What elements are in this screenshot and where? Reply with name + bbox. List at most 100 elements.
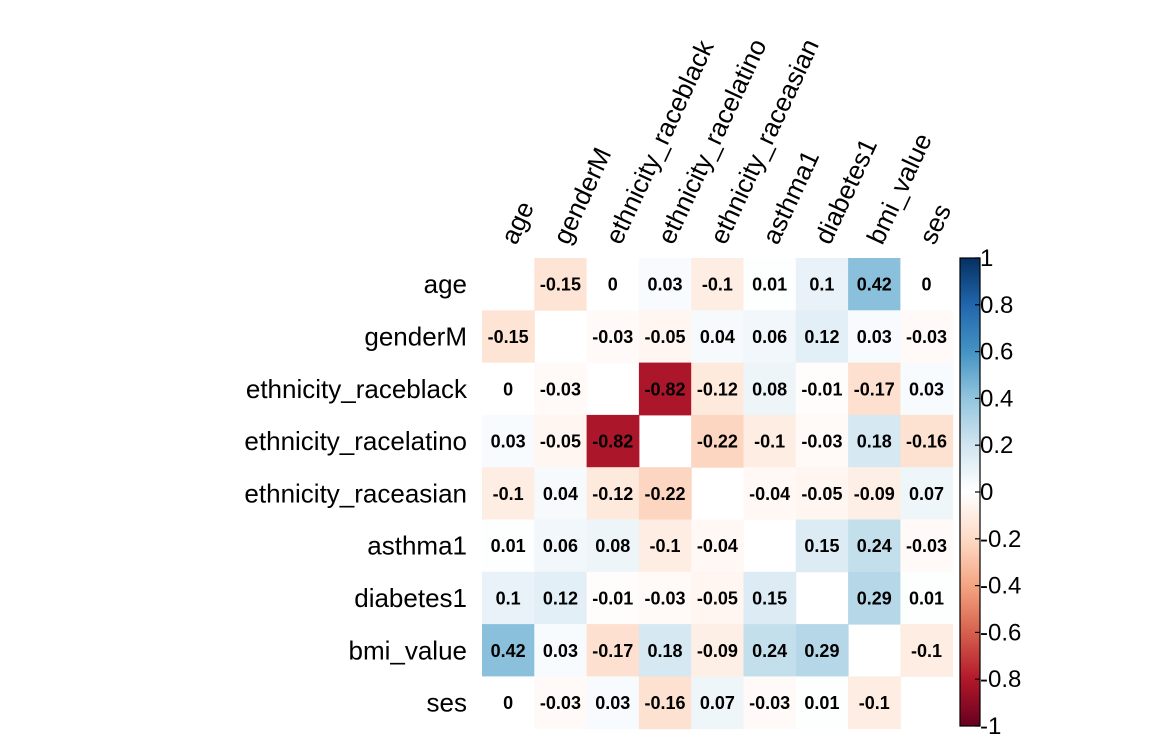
heatmap-cell [482, 571, 535, 625]
cell-value-label: 0.12 [804, 327, 839, 347]
heatmap-cell [482, 362, 535, 416]
cell-value-label: -0.05 [645, 327, 686, 347]
cell-value-label: 0.03 [909, 379, 944, 399]
heatmap-cell [900, 624, 954, 677]
cell-value-label: 0.01 [804, 693, 839, 713]
heatmap-cell [691, 310, 744, 364]
cell-value-label: -0.03 [906, 536, 947, 556]
heatmap-cell [691, 414, 744, 468]
heatmap-cell [691, 519, 744, 573]
color-legend-tick-label: -0.2 [980, 526, 1021, 553]
color-legend-tick-label: 0.6 [980, 339, 1013, 366]
cell-value-label: 0 [503, 379, 513, 399]
cell-value-label: 0.01 [909, 588, 944, 608]
cell-value-label: -0.09 [854, 484, 895, 504]
heatmap-cell [743, 624, 797, 677]
heatmap-cell [586, 519, 640, 573]
heatmap-cell [691, 676, 744, 730]
heatmap-cell [743, 258, 797, 311]
heatmap-cell [638, 310, 692, 364]
cell-value-label: -0.03 [540, 379, 581, 399]
cell-value-label: 0.08 [752, 379, 787, 399]
cell-value-label: -0.1 [911, 641, 942, 661]
heatmap-cell [534, 414, 588, 468]
cell-value-label: -0.1 [650, 536, 681, 556]
cell-value-label: 0.1 [809, 275, 834, 295]
cell-value-label: 0.07 [909, 484, 944, 504]
cell-value-label: -0.17 [854, 379, 895, 399]
heatmap-cell [795, 258, 849, 311]
heatmap-cell [900, 414, 954, 468]
cell-value-label: -0.03 [906, 327, 947, 347]
heatmap-cell [848, 676, 901, 730]
cell-value-label: 0 [503, 693, 513, 713]
cell-value-label: -0.16 [645, 693, 686, 713]
cell-value-label: 0.12 [543, 588, 578, 608]
color-legend: 1 0.8 0.6 0.4 0.2 0 -0.2 -0.4 -0.6 -0.8 -1 [959, 245, 1021, 740]
cell-value-label: -0.22 [697, 432, 738, 452]
cell-value-label: 0 [608, 275, 618, 295]
color-legend-tick-label: 0.8 [980, 292, 1013, 319]
heatmap-cell [586, 624, 640, 677]
color-legend-tick-label: 0 [980, 479, 993, 506]
cell-value-label: -0.82 [645, 379, 686, 399]
cell-value-label: 0.03 [491, 432, 526, 452]
cell-value-label: 0.04 [543, 484, 578, 504]
heatmap-cell [691, 571, 744, 625]
cell-value-label: 0.18 [857, 432, 892, 452]
heatmap-cell [691, 258, 744, 311]
heatmap-cell [795, 519, 849, 573]
heatmap-cell [743, 676, 797, 730]
cell-value-label: -0.15 [540, 275, 581, 295]
cell-value-label: -0.03 [645, 588, 686, 608]
heatmap-cell [586, 414, 640, 468]
row-label: ses [427, 688, 467, 718]
heatmap-cell [638, 362, 692, 416]
cell-value-label: 0 [922, 275, 932, 295]
heatmap-cell [743, 362, 797, 416]
cell-value-label: 0.29 [857, 588, 892, 608]
heatmap-cell [743, 310, 797, 364]
cell-value-label: -0.16 [906, 432, 947, 452]
cell-value-label: -0.05 [801, 484, 842, 504]
cell-value-label: 0.03 [595, 693, 630, 713]
heatmap-cell [900, 467, 954, 520]
cell-value-label: 0.24 [752, 641, 787, 661]
row-label: diabetes1 [354, 583, 467, 613]
cell-value-label: 0.06 [752, 327, 787, 347]
cell-value-label: 0.07 [700, 693, 735, 713]
heatmap-cell [638, 519, 692, 573]
heatmap-cell [638, 676, 692, 730]
row-label: age [424, 269, 467, 299]
heatmap-cell [586, 571, 640, 625]
column-label: ses [913, 199, 957, 248]
row-labels: age genderM ethnicity_raceblack ethnicity_r… [244, 269, 468, 717]
column-labels: age genderMethnicity_raceblackethnicity_r… [494, 34, 957, 248]
color-legend-tick-label: -0.6 [980, 619, 1021, 646]
heatmap-cell [900, 362, 954, 416]
color-legend-tick-label: 0.2 [980, 432, 1013, 459]
heatmap-cell-labels: -0.15 0 0.03 -0.1 0.01 0.1 0.42 0 -0.15 -0.03 -0.0… [488, 275, 947, 713]
heatmap-cell [795, 414, 849, 468]
cell-value-label: 0.42 [857, 275, 892, 295]
heatmap-cell [900, 571, 954, 625]
cell-value-label: -0.01 [592, 588, 633, 608]
heatmap-cell [586, 310, 640, 364]
cell-value-label: -0.03 [749, 693, 790, 713]
row-label: ethnicity_racelatino [244, 426, 467, 456]
cell-value-label: -0.01 [801, 379, 842, 399]
heatmap-cell [795, 676, 849, 730]
heatmap-cell [900, 258, 954, 311]
heatmap-cell [848, 519, 901, 573]
row-label: ethnicity_raceasian [244, 478, 467, 508]
cell-value-label: -0.82 [592, 432, 633, 452]
cell-value-label: 0.03 [857, 327, 892, 347]
color-legend-tick-label: 0.4 [980, 385, 1013, 412]
cell-value-label: 0.42 [491, 641, 526, 661]
cell-value-label: 0.03 [543, 641, 578, 661]
heatmap-cell [534, 362, 588, 416]
heatmap-cell [743, 414, 797, 468]
heatmap-cell [534, 624, 588, 677]
